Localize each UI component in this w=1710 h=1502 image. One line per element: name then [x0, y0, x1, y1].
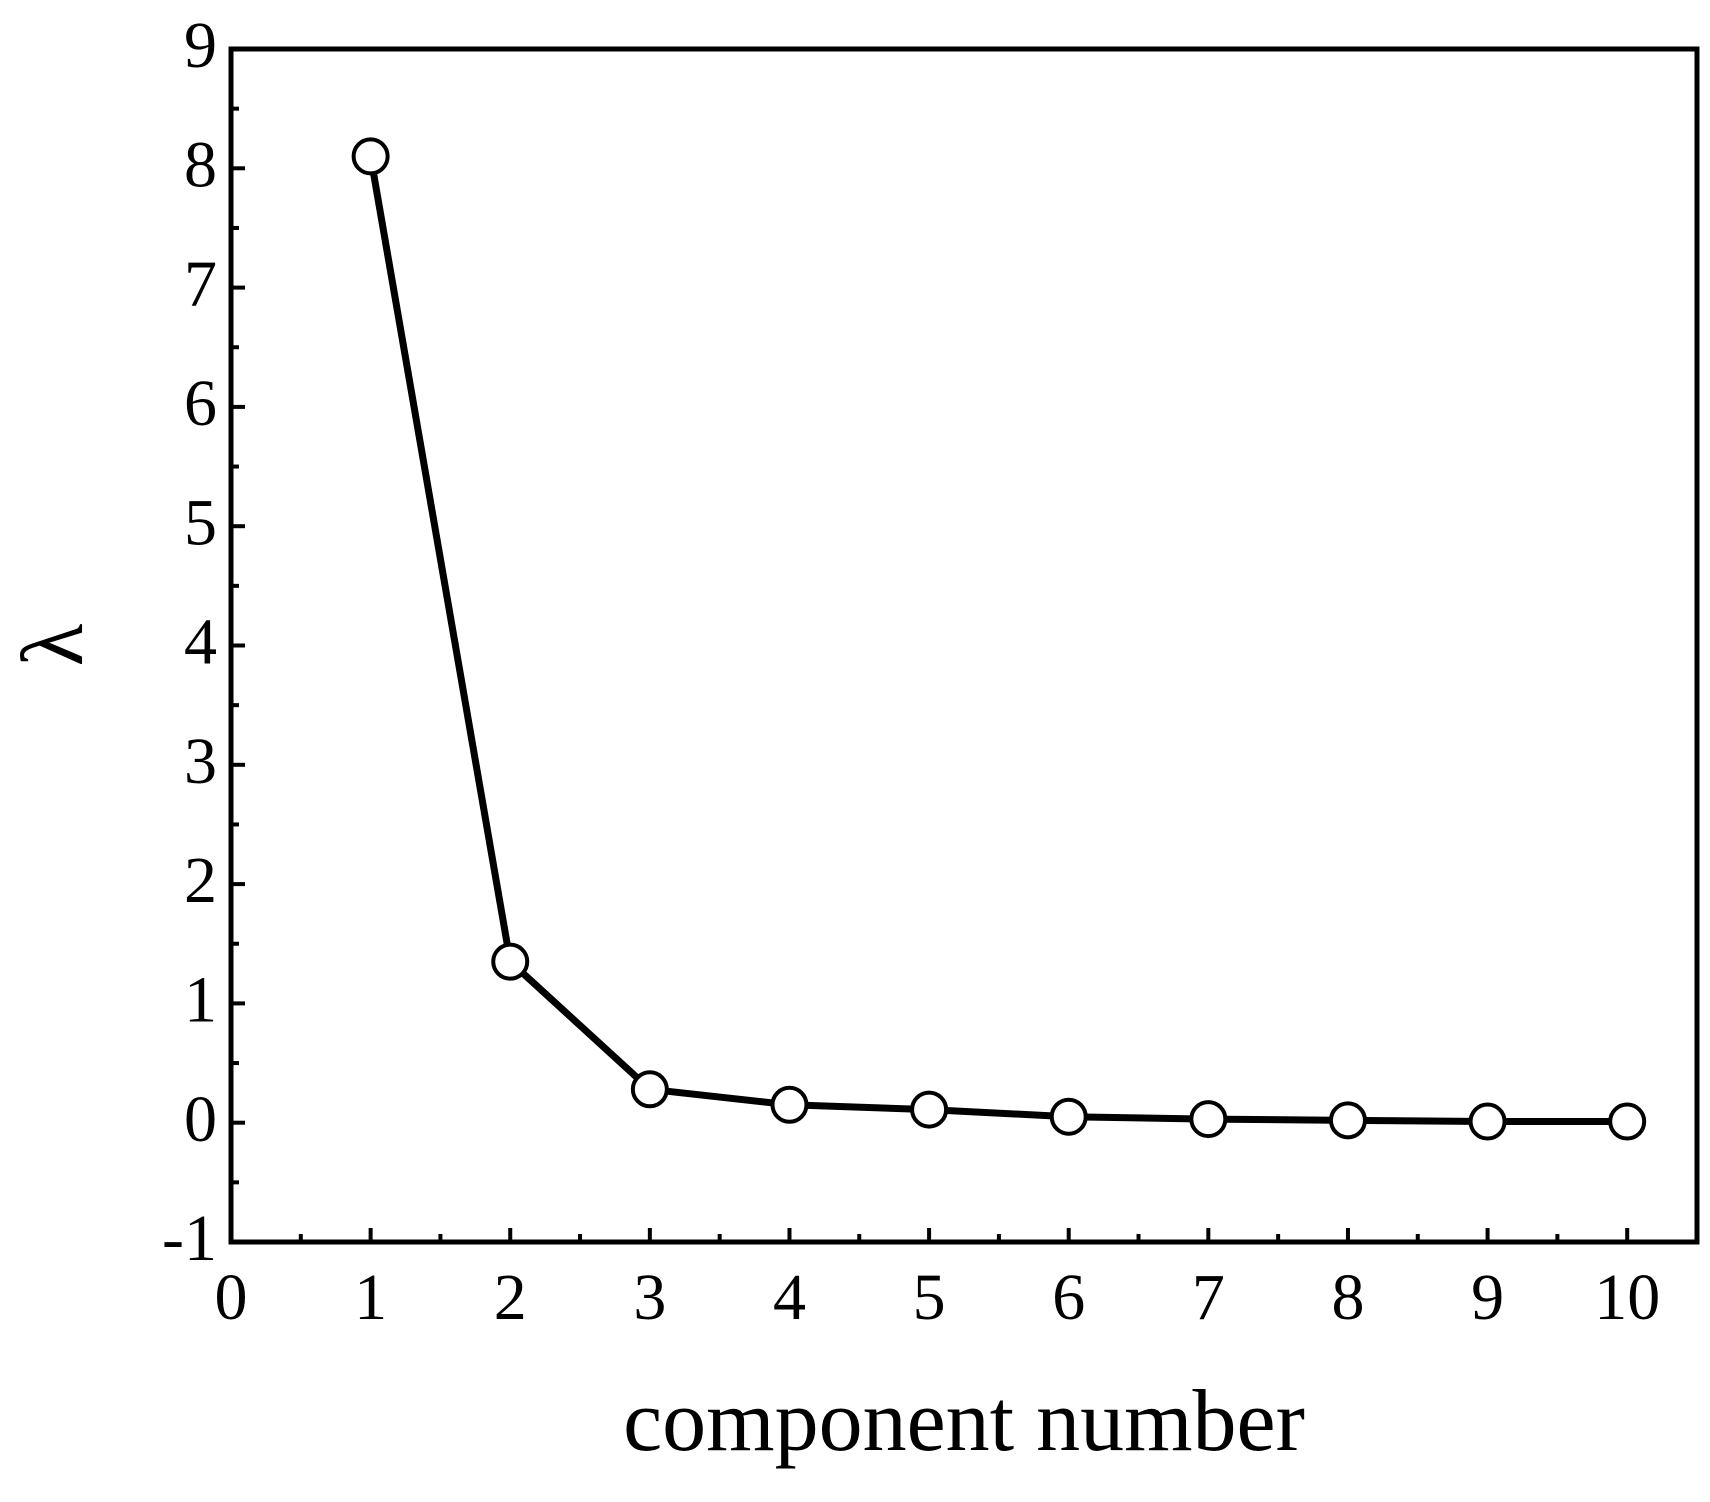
data-point — [1049, 1097, 1088, 1136]
x-axis-label: component number — [623, 1373, 1305, 1470]
y-tick-label: 4 — [184, 606, 217, 679]
y-tick-label: 2 — [184, 844, 217, 917]
y-axis-label: λ — [5, 623, 102, 666]
x-tick-label: 7 — [1192, 1261, 1225, 1334]
data-point — [1328, 1101, 1367, 1140]
x-tick-label: 1 — [354, 1261, 387, 1334]
x-tick-label: 0 — [215, 1261, 248, 1334]
x-tick-label: 9 — [1471, 1261, 1504, 1334]
x-tick-label: 8 — [1331, 1261, 1364, 1334]
data-point — [910, 1090, 949, 1129]
data-point — [351, 137, 390, 176]
x-tick-label: 3 — [633, 1261, 666, 1334]
y-tick-label: 0 — [184, 1083, 217, 1156]
y-tick-label: -1 — [162, 1202, 217, 1275]
y-tick-label: 5 — [184, 486, 217, 559]
y-tick-label: 1 — [184, 964, 217, 1037]
y-tick-label: 7 — [184, 248, 217, 321]
data-point — [1468, 1102, 1507, 1141]
data-point — [630, 1070, 669, 1109]
y-tick-label: 8 — [184, 128, 217, 201]
x-tick-label: 6 — [1052, 1261, 1085, 1334]
data-point — [1608, 1102, 1647, 1141]
y-tick-label: 6 — [184, 367, 217, 440]
data-point — [1189, 1100, 1228, 1139]
x-tick-label: 4 — [773, 1261, 806, 1334]
x-tick-label: 5 — [913, 1261, 946, 1334]
y-tick-label: 9 — [184, 9, 217, 82]
data-point — [491, 942, 530, 981]
x-tick-label: 10 — [1594, 1261, 1660, 1334]
data-point — [770, 1085, 809, 1124]
plot-frame — [228, 46, 1700, 1245]
x-tick-label: 2 — [494, 1261, 527, 1334]
y-tick-label: 3 — [184, 725, 217, 798]
series-line — [367, 155, 1628, 1126]
